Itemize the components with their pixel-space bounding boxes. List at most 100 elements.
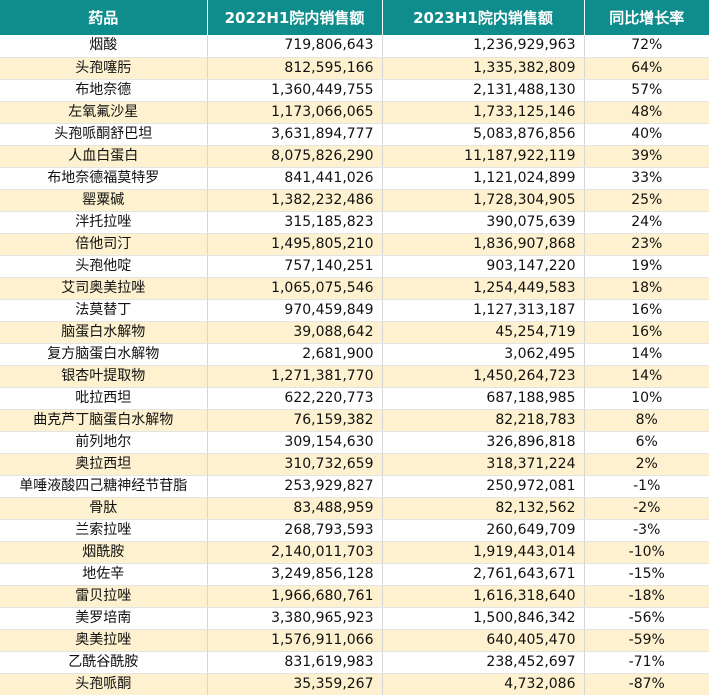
sales-2023h1-cell: 318,371,224: [382, 453, 585, 476]
drug-name-cell: 前列地尔: [0, 431, 208, 454]
table-row: 布地奈德福莫特罗 841,441,026 1,121,024,899 33%: [0, 167, 709, 190]
table-row: 倍他司汀 1,495,805,210 1,836,907,868 23%: [0, 233, 709, 256]
sales-2022h1-cell: 76,159,382: [207, 409, 383, 432]
yoy-growth-cell: 14%: [584, 343, 709, 366]
sales-2022h1-cell: 1,966,680,761: [207, 585, 383, 608]
yoy-growth-cell: -87%: [584, 673, 709, 695]
sales-2022h1-cell: 812,595,166: [207, 57, 383, 80]
drug-name-cell: 头孢哌酮舒巴坦: [0, 123, 208, 146]
yoy-growth-cell: 2%: [584, 453, 709, 476]
sales-2023h1-cell: 326,896,818: [382, 431, 585, 454]
sales-2023h1-cell: 1,236,929,963: [382, 35, 585, 58]
table-row: 头孢哌酮舒巴坦 3,631,894,777 5,083,876,856 40%: [0, 123, 709, 146]
drug-name-cell: 雷贝拉唑: [0, 585, 208, 608]
drug-name-cell: 人血白蛋白: [0, 145, 208, 168]
table-row: 复方脑蛋白水解物 2,681,900 3,062,495 14%: [0, 343, 709, 366]
yoy-growth-cell: -56%: [584, 607, 709, 630]
sales-2022h1-cell: 1,382,232,486: [207, 189, 383, 212]
sales-2023h1-cell: 250,972,081: [382, 475, 585, 498]
yoy-growth-cell: -15%: [584, 563, 709, 586]
drug-name-cell: 骨肽: [0, 497, 208, 520]
sales-2023h1-cell: 390,075,639: [382, 211, 585, 234]
yoy-growth-cell: 40%: [584, 123, 709, 146]
sales-2022h1-cell: 39,088,642: [207, 321, 383, 344]
table-row: 头孢哌酮 35,359,267 4,732,086 -87%: [0, 673, 709, 695]
table-row: 乙酰谷酰胺 831,619,983 238,452,697 -71%: [0, 651, 709, 674]
table-row: 罂粟碱 1,382,232,486 1,728,304,905 25%: [0, 189, 709, 212]
drug-name-cell: 倍他司汀: [0, 233, 208, 256]
sales-2022h1-cell: 3,249,856,128: [207, 563, 383, 586]
sales-2023h1-cell: 1,450,264,723: [382, 365, 585, 388]
drug-name-cell: 罂粟碱: [0, 189, 208, 212]
sales-2023h1-cell: 1,728,304,905: [382, 189, 585, 212]
yoy-growth-cell: 14%: [584, 365, 709, 388]
sales-2023h1-cell: 5,083,876,856: [382, 123, 585, 146]
sales-2023h1-cell: 1,335,382,809: [382, 57, 585, 80]
sales-2023h1-cell: 82,218,783: [382, 409, 585, 432]
sales-2022h1-cell: 970,459,849: [207, 299, 383, 322]
table-row: 兰索拉唑 268,793,593 260,649,709 -3%: [0, 519, 709, 542]
header-yoy-growth: 同比增长率: [584, 0, 709, 35]
sales-2023h1-cell: 260,649,709: [382, 519, 585, 542]
sales-2022h1-cell: 841,441,026: [207, 167, 383, 190]
yoy-growth-cell: 48%: [584, 101, 709, 124]
drug-name-cell: 布地奈德福莫特罗: [0, 167, 208, 190]
table-row: 左氧氟沙星 1,173,066,065 1,733,125,146 48%: [0, 101, 709, 124]
sales-2022h1-cell: 622,220,773: [207, 387, 383, 410]
header-sales-2023h1: 2023H1院内销售额: [382, 0, 585, 35]
table-row: 银杏叶提取物 1,271,381,770 1,450,264,723 14%: [0, 365, 709, 388]
table-row: 烟酰胺 2,140,011,703 1,919,443,014 -10%: [0, 541, 709, 564]
table-row: 吡拉西坦 622,220,773 687,188,985 10%: [0, 387, 709, 410]
header-row: 药品 2022H1院内销售额 2023H1院内销售额 同比增长率: [0, 0, 709, 35]
yoy-growth-cell: 72%: [584, 35, 709, 58]
table-row: 曲克芦丁脑蛋白水解物 76,159,382 82,218,783 8%: [0, 409, 709, 432]
sales-2023h1-cell: 82,132,562: [382, 497, 585, 520]
sales-2022h1-cell: 1,271,381,770: [207, 365, 383, 388]
table-row: 布地奈德 1,360,449,755 2,131,488,130 57%: [0, 79, 709, 102]
sales-2023h1-cell: 1,254,449,583: [382, 277, 585, 300]
sales-2022h1-cell: 1,576,911,066: [207, 629, 383, 652]
drug-name-cell: 泮托拉唑: [0, 211, 208, 234]
drug-name-cell: 复方脑蛋白水解物: [0, 343, 208, 366]
drug-name-cell: 银杏叶提取物: [0, 365, 208, 388]
sales-2023h1-cell: 45,254,719: [382, 321, 585, 344]
yoy-growth-cell: 16%: [584, 299, 709, 322]
drug-name-cell: 曲克芦丁脑蛋白水解物: [0, 409, 208, 432]
sales-2023h1-cell: 1,127,313,187: [382, 299, 585, 322]
drug-name-cell: 奥美拉唑: [0, 629, 208, 652]
sales-2022h1-cell: 1,495,805,210: [207, 233, 383, 256]
table-row: 前列地尔 309,154,630 326,896,818 6%: [0, 431, 709, 454]
sales-2023h1-cell: 11,187,922,119: [382, 145, 585, 168]
drug-name-cell: 头孢哌酮: [0, 673, 208, 695]
sales-2022h1-cell: 719,806,643: [207, 35, 383, 58]
table-row: 雷贝拉唑 1,966,680,761 1,616,318,640 -18%: [0, 585, 709, 608]
sales-2023h1-cell: 4,732,086: [382, 673, 585, 695]
sales-2023h1-cell: 1,919,443,014: [382, 541, 585, 564]
table-row: 单唾液酸四己糖神经节苷脂 253,929,827 250,972,081 -1%: [0, 475, 709, 498]
sales-2023h1-cell: 687,188,985: [382, 387, 585, 410]
drug-name-cell: 法莫替丁: [0, 299, 208, 322]
yoy-growth-cell: -1%: [584, 475, 709, 498]
drug-name-cell: 地佐辛: [0, 563, 208, 586]
sales-2023h1-cell: 3,062,495: [382, 343, 585, 366]
sales-2022h1-cell: 253,929,827: [207, 475, 383, 498]
sales-2023h1-cell: 903,147,220: [382, 255, 585, 278]
drug-name-cell: 头孢他啶: [0, 255, 208, 278]
drug-name-cell: 奥拉西坦: [0, 453, 208, 476]
drug-name-cell: 烟酰胺: [0, 541, 208, 564]
yoy-growth-cell: 19%: [584, 255, 709, 278]
yoy-growth-cell: 10%: [584, 387, 709, 410]
yoy-growth-cell: -2%: [584, 497, 709, 520]
table-row: 奥美拉唑 1,576,911,066 640,405,470 -59%: [0, 629, 709, 652]
table-row: 泮托拉唑 315,185,823 390,075,639 24%: [0, 211, 709, 234]
sales-2023h1-cell: 2,131,488,130: [382, 79, 585, 102]
yoy-growth-cell: 39%: [584, 145, 709, 168]
sales-2023h1-cell: 1,121,024,899: [382, 167, 585, 190]
yoy-growth-cell: 25%: [584, 189, 709, 212]
drug-name-cell: 艾司奥美拉唑: [0, 277, 208, 300]
sales-2023h1-cell: 1,500,846,342: [382, 607, 585, 630]
yoy-growth-cell: 23%: [584, 233, 709, 256]
sales-2022h1-cell: 310,732,659: [207, 453, 383, 476]
sales-2022h1-cell: 83,488,959: [207, 497, 383, 520]
